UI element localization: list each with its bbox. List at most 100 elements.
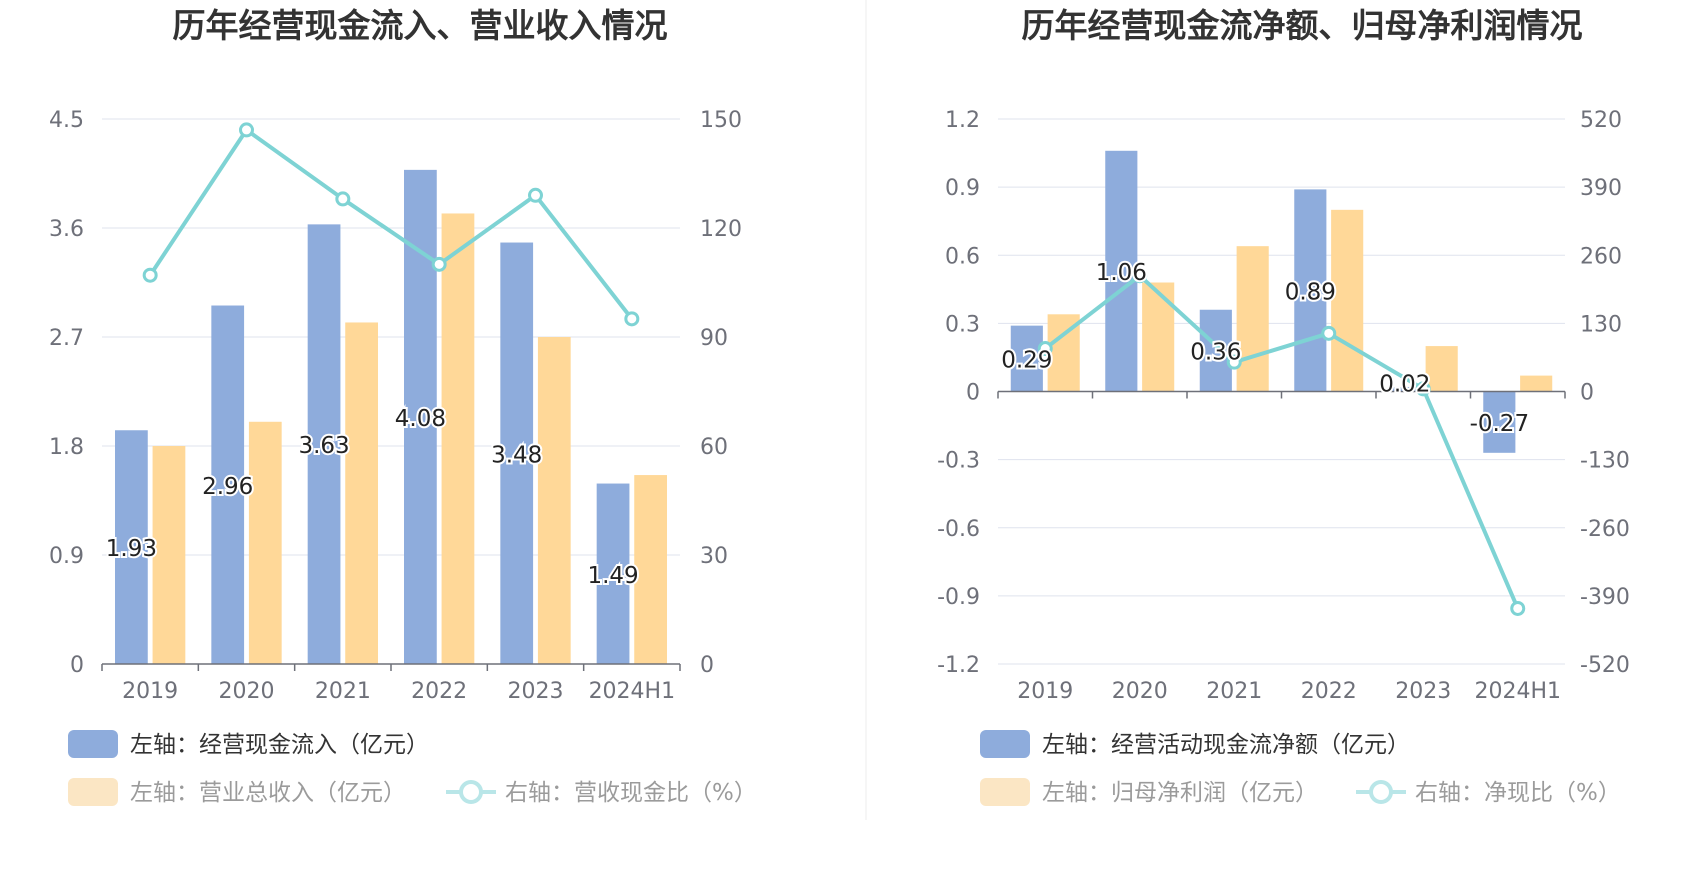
chart2-x-tick-label: 2023	[1395, 679, 1451, 704]
chart2-right-tick-label: -390	[1580, 585, 1630, 610]
chart1-bar-series2	[441, 213, 475, 664]
chart2-bar-series2	[1520, 375, 1553, 392]
chart2-left-tick-label: 0.3	[945, 312, 980, 337]
chart2-bar-data-label: 1.06	[1096, 260, 1147, 286]
chart2-x-tick-label: 2020	[1112, 679, 1168, 704]
chart1-legend-item-ratio[interactable]: 右轴：营收现金比（%）	[446, 780, 757, 806]
chart2-ratio-point	[1510, 600, 1526, 616]
chart1-right-tick-label: 120	[700, 217, 742, 242]
chart2-left-tick-label: 0.6	[945, 244, 980, 269]
chart2-ratio-line	[1044, 273, 1520, 610]
chart2-bar-series1	[1388, 386, 1421, 392]
chart1-legend-label-cash-inflow: 左轴：经营现金流入（亿元）	[130, 732, 429, 758]
chart2-ratio-point	[1226, 354, 1242, 370]
chart1-bar-data-label: 3.63	[298, 433, 349, 459]
chart1-left-tick-label: 4.5	[49, 108, 84, 133]
chart1-plot: 0 0 0.9 30 1.8 60 2.7 90 3.6 120 4.5 150 2019 2020 202…	[49, 108, 742, 704]
chart2-left-tick-label: -0.9	[937, 585, 980, 610]
chart1-left-tick-label: 0.9	[49, 544, 84, 569]
chart2-right-tick-label: 260	[1580, 244, 1622, 269]
chart2-left-tick-label: 0	[966, 381, 980, 406]
chart1-bar-data-label: 2.96	[202, 474, 253, 500]
chart2-x-tick-label: 2021	[1206, 679, 1262, 704]
chart1-bar-data-label: 4.08	[395, 406, 446, 432]
chart1-bar-series1	[115, 430, 148, 664]
chart2-ratio-point	[1415, 381, 1431, 397]
chart1-bar-series1	[596, 483, 630, 664]
chart1-ratio-point	[528, 187, 543, 203]
chart1-legend-item-revenue[interactable]: 左轴：营业总收入（亿元）	[68, 778, 406, 806]
chart2-right-tick-label: 390	[1580, 176, 1622, 201]
chart2-plot: -1.2 -520 -0.9 -390 -0.6 -260 -0.3 -130 0 0 0.3 130…	[937, 108, 1630, 704]
chart1-right-tick-label: 60	[700, 435, 728, 460]
chart2-bar-series2	[1236, 246, 1269, 392]
chart2-bar-series2	[1142, 282, 1175, 392]
chart1-bar-series2	[152, 446, 186, 664]
chart1-x-tick-label: 2020	[219, 679, 275, 704]
chart1-bar-series1	[211, 305, 245, 664]
chart2-right-tick-label: -260	[1580, 517, 1630, 542]
chart2-legend-item-ratio[interactable]: 右轴：净现比（%）	[1356, 780, 1621, 806]
chart1-legend: 左轴：经营现金流入（亿元） 左轴：营业总收入（亿元） 右轴：营收现金比（%）	[68, 730, 757, 806]
chart1-bar-series1	[307, 224, 341, 664]
chart1-ratio-point	[239, 122, 254, 138]
chart2-legend-swatch-net-cash	[980, 730, 1030, 758]
chart2-legend-item-net-profit[interactable]: 左轴：归母净利润（亿元）	[980, 778, 1318, 806]
chart1-right-tick-label: 90	[700, 326, 728, 351]
chart1-title: 历年经营现金流入、营业收入情况	[173, 6, 668, 45]
chart2-bar-data-label: 0.02	[1379, 372, 1430, 398]
chart2-bar-data-label: 0.36	[1190, 340, 1241, 366]
chart2-x-tick-label: 2022	[1301, 679, 1357, 704]
chart2-right-tick-label: 520	[1580, 108, 1622, 133]
chart1-right-tick-label: 0	[700, 653, 714, 678]
chart2-legend-item-net-cash[interactable]: 左轴：经营活动现金流净额（亿元）	[980, 730, 1410, 758]
chart1-ratio-point	[142, 267, 158, 283]
chart2-bar-series1	[1010, 325, 1043, 392]
chart1-bar-series2	[248, 421, 282, 664]
chart2-bar-series1	[1199, 309, 1232, 392]
chart2-legend-label-net-profit: 左轴：归母净利润（亿元）	[1042, 780, 1318, 806]
chart1-left-tick-label: 1.8	[49, 435, 84, 460]
chart1-ratio-point	[624, 311, 640, 327]
chart1-bar-series2	[537, 337, 571, 664]
chart1-legend-item-cash-inflow[interactable]: 左轴：经营现金流入（亿元）	[68, 730, 429, 758]
chart1-right-tick-label: 150	[700, 108, 742, 133]
chart2-title: 历年经营现金流净额、归母净利润情况	[1022, 6, 1583, 45]
chart2-bar-series1	[1105, 150, 1138, 392]
chart2-left-tick-label: 1.2	[945, 108, 980, 133]
chart1-bar-series1	[500, 242, 534, 665]
chart1-bar-series2	[634, 475, 667, 664]
chart1-x-tick-label: 2022	[411, 679, 467, 704]
chart1-right-tick-label: 30	[700, 544, 728, 569]
chart1-left-tick-label: 3.6	[49, 217, 84, 242]
chart2-left-tick-label: -0.6	[937, 517, 980, 542]
chart2-bar-series2	[1331, 209, 1364, 392]
chart2-right-tick-label: 130	[1580, 312, 1622, 337]
chart1-x-tick-label: 2024H1	[589, 679, 676, 704]
chart2-ratio-point	[1132, 268, 1148, 284]
chart2-bar-data-label: -0.27	[1470, 411, 1530, 437]
chart1-left-tick-label: 2.7	[49, 326, 84, 351]
chart2-bar-series1	[1294, 189, 1327, 392]
chart2-left-tick-label: -0.3	[937, 449, 980, 474]
chart2-legend: 左轴：经营活动现金流净额（亿元） 左轴：归母净利润（亿元） 右轴：净现比（%）	[980, 730, 1621, 806]
chart1-ratio-line	[148, 127, 634, 321]
chart2-bar-data-label: 0.89	[1285, 279, 1336, 305]
chart1-bar-series2	[345, 322, 378, 664]
chart1-x-tick-label: 2021	[315, 679, 371, 704]
chart2-left-tick-label: 0.9	[945, 176, 980, 201]
chart2-ratio-point	[1037, 341, 1053, 357]
chart2-x-tick-label: 2024H1	[1474, 679, 1561, 704]
chart1-legend-swatch-cash-inflow	[68, 730, 118, 758]
chart2-legend-label-ratio: 右轴：净现比（%）	[1415, 780, 1621, 806]
chart2-x-tick-label: 2019	[1017, 679, 1073, 704]
chart2-legend-marker-ratio	[1369, 780, 1393, 804]
chart1-bar-data-label: 1.49	[587, 563, 638, 589]
chart1-x-tick-label: 2023	[508, 679, 564, 704]
chart2-bar-series1	[1483, 391, 1516, 453]
chart2-ratio-point	[1321, 325, 1337, 341]
chart1-x-tick-label: 2019	[122, 679, 178, 704]
chart2-bar-series2	[1425, 346, 1458, 392]
